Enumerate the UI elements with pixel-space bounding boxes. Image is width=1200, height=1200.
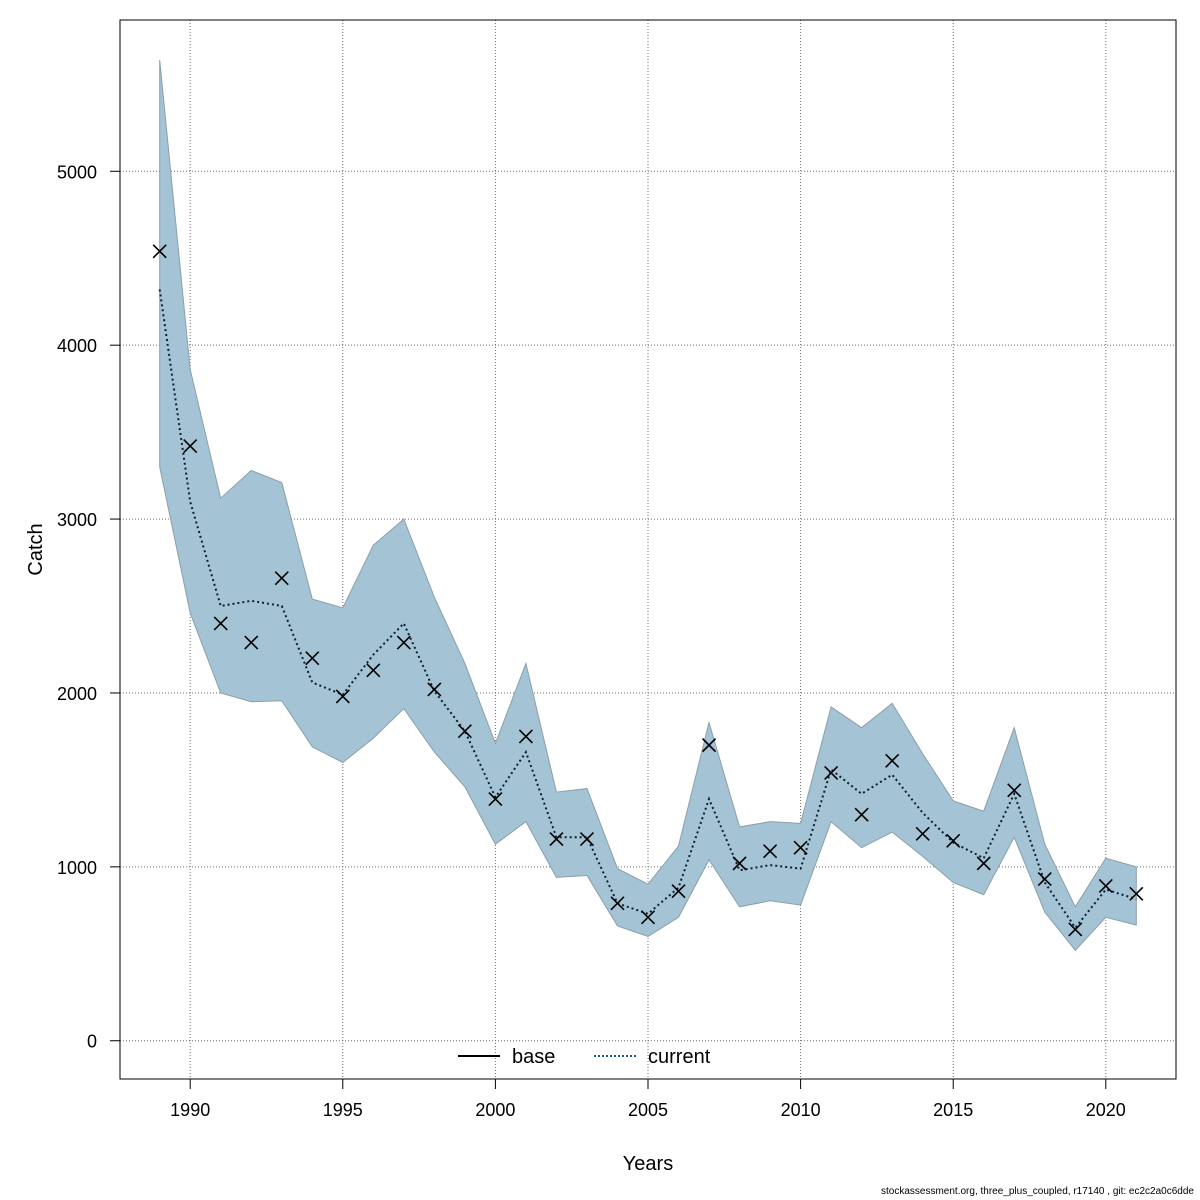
observed-point-stroke-b [763,844,778,859]
x-tick-label-2005: 2005 [628,1100,668,1120]
observed-point-stroke-b [946,833,961,848]
observed-point-2016 [976,856,991,871]
observed-point-stroke-b [457,724,472,739]
y-tick-label-4000: 4000 [57,336,97,356]
x-tick-label-2010: 2010 [781,1100,821,1120]
observed-point-2019 [1068,922,1083,937]
observed-point-stroke-b [824,765,839,781]
observed-point-stroke-b [366,663,381,678]
observed-points-layer [152,244,1144,937]
y-axis: 0 1000 2000 3000 4000 5000 [57,162,120,1052]
observed-point-stroke-b [396,635,411,650]
observed-point-stroke-b [335,689,350,704]
y-tick-label-1000: 1000 [57,858,97,878]
observed-point-1990 [183,438,198,454]
y-tick-label-3000: 3000 [57,510,97,530]
observed-point-stroke-b [640,910,656,925]
observed-point-stroke-b [701,738,717,753]
observed-point-2012 [854,807,869,822]
observed-point-1989 [152,244,167,259]
observed-point-2021 [1129,886,1144,901]
observed-point-stroke-b [579,831,595,847]
observed-point-1996 [366,663,381,678]
y-tick-label-2000: 2000 [57,684,97,704]
observed-point-2017 [1007,783,1022,798]
observed-point-stroke-b [1007,783,1022,798]
observed-point-stroke-b [549,831,564,847]
observed-point-stroke-b [1129,886,1144,901]
observed-point-stroke-b [1068,922,1083,937]
x-tick-label-2000: 2000 [475,1100,515,1120]
observed-point-2015 [946,833,961,848]
observed-point-stroke-b [274,571,289,586]
confidence-band-layer [159,59,1137,952]
observed-point-stroke-b [671,884,686,899]
observed-point-2001 [518,729,533,744]
observed-point-stroke-b [793,840,808,855]
y-tick-label-5000: 5000 [57,162,97,182]
legend: base current [458,1046,711,1068]
x-tick-label-2020: 2020 [1086,1100,1126,1120]
observed-point-stroke-b [152,244,167,259]
observed-point-1998 [427,682,442,697]
observed-point-1991 [213,616,228,631]
y-tick-label-0: 0 [87,1032,97,1052]
observed-point-2013 [885,753,900,768]
observed-point-stroke-b [305,651,320,666]
x-axis: 1990 1995 2000 2005 2010 2015 2020 [170,1079,1126,1120]
observed-point-1994 [305,651,320,666]
observed-point-stroke-b [976,856,991,871]
observed-point-2010 [793,840,808,855]
observed-point-stroke-b [1098,878,1113,894]
observed-point-stroke-b [915,826,930,841]
observed-point-2006 [671,884,686,899]
legend-label-current: current [648,1046,711,1068]
confidence-band [159,59,1137,952]
observed-point-stroke-b [518,729,533,744]
observed-point-stroke-b [183,438,198,454]
observed-point-2007 [701,738,717,753]
observed-point-stroke-b [732,856,747,871]
observed-point-1997 [396,635,411,650]
observed-point-stroke-b [610,896,625,911]
observed-point-stroke-b [1037,871,1052,887]
footer-credit: stockassessment.org, three_plus_coupled,… [881,1186,1194,1197]
observed-point-2011 [824,765,839,781]
observed-point-stroke-b [427,682,442,697]
x-tick-label-2015: 2015 [933,1100,973,1120]
observed-point-stroke-b [213,616,228,631]
x-axis-title: Years [623,1153,673,1175]
observed-point-2009 [763,844,778,859]
observed-point-stroke-b [244,635,259,650]
legend-label-base: base [512,1046,555,1068]
observed-point-2003 [579,831,595,847]
observed-point-1993 [274,571,289,586]
observed-point-2018 [1037,871,1052,887]
x-tick-label-1995: 1995 [323,1100,363,1120]
observed-point-1992 [244,635,259,650]
observed-point-stroke-b [885,753,900,768]
observed-point-1999 [457,724,472,739]
observed-point-2004 [610,896,625,911]
x-tick-label-1990: 1990 [170,1100,210,1120]
observed-point-2005 [640,910,656,925]
y-axis-title: Catch [25,523,47,575]
observed-point-1995 [335,689,350,704]
observed-point-stroke-b [488,791,503,807]
observed-point-2000 [488,791,503,807]
observed-point-2014 [915,826,930,841]
observed-point-2008 [732,856,747,871]
observed-point-2020 [1098,878,1113,894]
observed-point-2002 [549,831,564,847]
observed-point-stroke-b [854,807,869,822]
